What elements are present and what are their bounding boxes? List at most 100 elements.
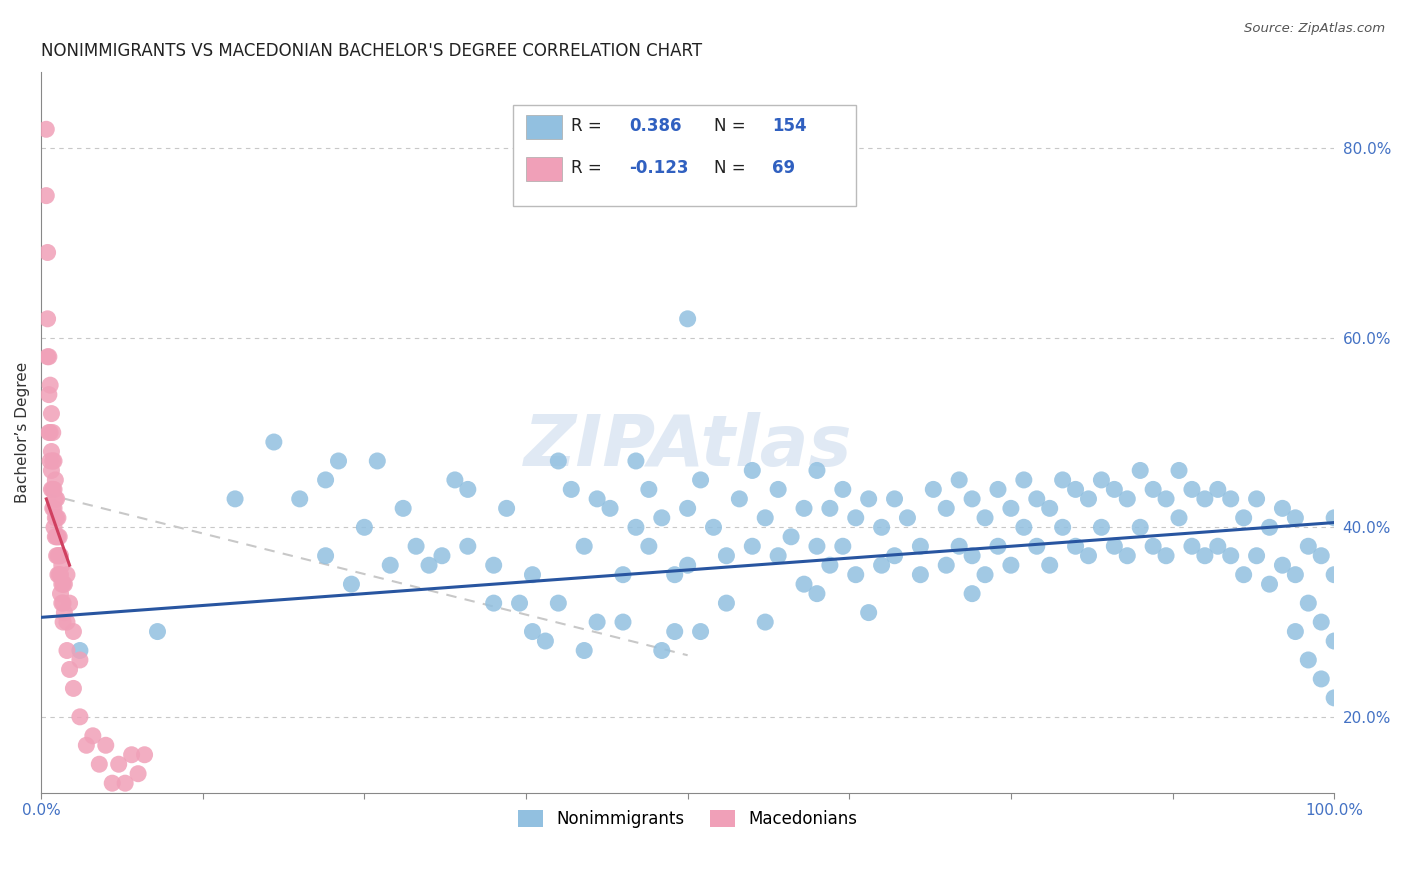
Point — [870, 520, 893, 534]
Text: ZIPAtlas: ZIPAtlas — [523, 412, 852, 482]
Point — [522, 567, 544, 582]
Point — [457, 539, 479, 553]
Point — [101, 776, 124, 790]
Point — [676, 501, 699, 516]
Point — [1142, 483, 1164, 497]
Point — [987, 483, 1010, 497]
Text: Source: ZipAtlas.com: Source: ZipAtlas.com — [1244, 22, 1385, 36]
Point — [1323, 634, 1346, 648]
Point — [1284, 567, 1306, 582]
Point — [127, 766, 149, 780]
Point — [1298, 539, 1320, 553]
Y-axis label: Bachelor’s Degree: Bachelor’s Degree — [15, 362, 30, 503]
Point — [41, 444, 63, 458]
Point — [1168, 463, 1191, 477]
Point — [38, 425, 60, 440]
Text: R =: R = — [571, 159, 607, 178]
Point — [42, 454, 65, 468]
Point — [547, 596, 569, 610]
Point — [960, 549, 983, 563]
Point — [1233, 511, 1256, 525]
Point — [974, 567, 997, 582]
Point — [38, 350, 60, 364]
Point — [107, 757, 129, 772]
Point — [780, 530, 803, 544]
Point — [418, 558, 440, 573]
Point — [315, 473, 337, 487]
Point — [754, 615, 776, 629]
Point — [960, 587, 983, 601]
Point — [1039, 558, 1062, 573]
Point — [870, 558, 893, 573]
Point — [1000, 558, 1022, 573]
Point — [574, 539, 596, 553]
Point — [1298, 653, 1320, 667]
Point — [353, 520, 375, 534]
Point — [114, 776, 136, 790]
Point — [134, 747, 156, 762]
Point — [664, 567, 686, 582]
Point — [624, 520, 647, 534]
Point — [146, 624, 169, 639]
Point — [1271, 558, 1294, 573]
Point — [651, 643, 673, 657]
Point — [42, 520, 65, 534]
Point — [689, 473, 711, 487]
Point — [42, 483, 65, 497]
Point — [651, 511, 673, 525]
Bar — [513, 105, 856, 206]
Text: 0.386: 0.386 — [630, 118, 682, 136]
Point — [1142, 539, 1164, 553]
Point — [1064, 483, 1087, 497]
Point — [831, 539, 853, 553]
Point — [45, 491, 67, 506]
Point — [935, 501, 957, 516]
Point — [1052, 473, 1074, 487]
Point — [82, 729, 104, 743]
Point — [42, 501, 65, 516]
Point — [42, 425, 65, 440]
Point — [56, 643, 79, 657]
Point — [818, 558, 841, 573]
Point — [1025, 491, 1047, 506]
Point — [1012, 473, 1035, 487]
Point — [741, 463, 763, 477]
Point — [42, 483, 65, 497]
Point — [457, 483, 479, 497]
Point — [987, 539, 1010, 553]
Point — [49, 587, 72, 601]
Point — [1129, 463, 1152, 477]
Point — [766, 483, 789, 497]
Point — [676, 311, 699, 326]
Point — [405, 539, 427, 553]
Point — [960, 491, 983, 506]
Point — [52, 596, 75, 610]
Point — [560, 483, 582, 497]
Point — [46, 567, 69, 582]
Text: NONIMMIGRANTS VS MACEDONIAN BACHELOR'S DEGREE CORRELATION CHART: NONIMMIGRANTS VS MACEDONIAN BACHELOR'S D… — [41, 42, 702, 60]
Point — [974, 511, 997, 525]
Point — [52, 577, 75, 591]
Point — [37, 350, 59, 364]
Point — [1052, 520, 1074, 534]
Point — [858, 491, 880, 506]
Point — [676, 558, 699, 573]
Point — [56, 567, 79, 582]
Point — [1077, 491, 1099, 506]
Point — [75, 739, 97, 753]
Point — [1181, 539, 1204, 553]
Point — [42, 501, 65, 516]
Point — [948, 539, 970, 553]
Point — [1116, 549, 1139, 563]
Point — [831, 483, 853, 497]
Point — [430, 549, 453, 563]
Point — [51, 596, 73, 610]
Bar — [526, 157, 562, 181]
Point — [35, 122, 58, 136]
Point — [1012, 520, 1035, 534]
Point — [766, 549, 789, 563]
Point — [935, 558, 957, 573]
Point — [522, 624, 544, 639]
Point — [69, 653, 91, 667]
Point — [37, 311, 59, 326]
